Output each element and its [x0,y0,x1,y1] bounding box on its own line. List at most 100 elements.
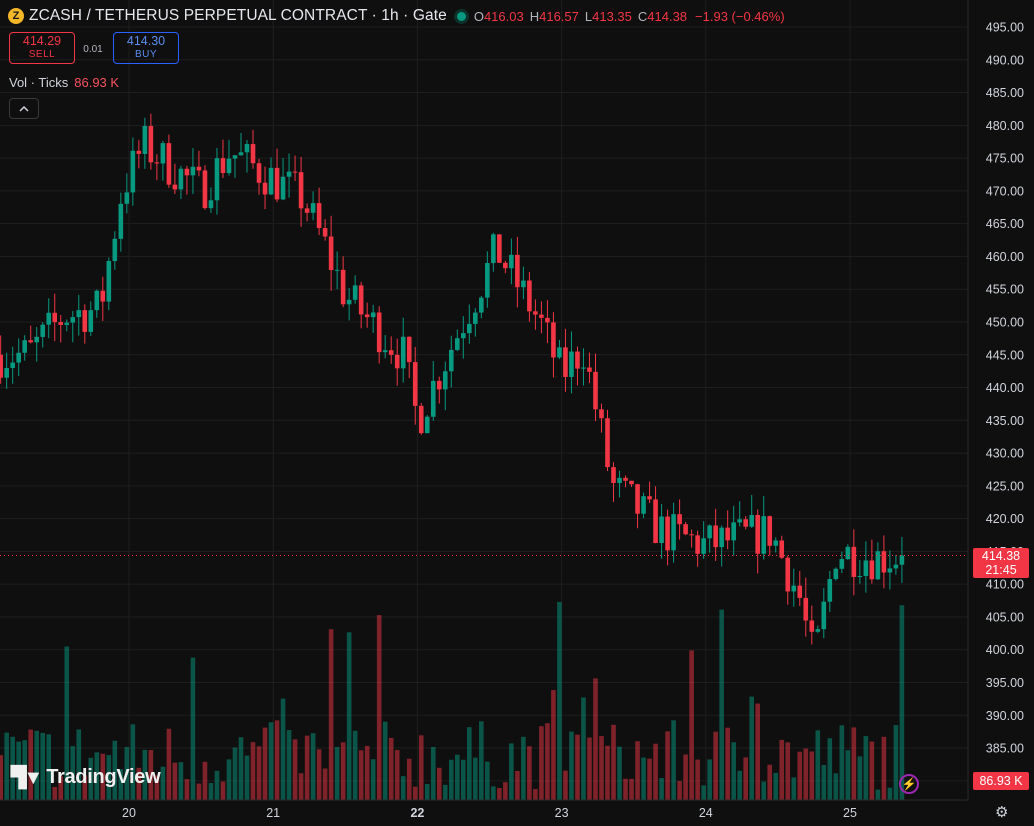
volume-bar [154,775,160,800]
candle-body [196,166,202,171]
candle-body [671,514,676,551]
volume-bar [448,759,454,800]
volume-bar [773,772,779,800]
volume-bar [118,769,124,800]
volume-bar [244,755,250,800]
ohlc-low: L413.35 [584,8,632,24]
volume-bar [671,720,676,800]
volume-bar [310,733,316,800]
candle-body [184,168,190,176]
volume-bar [172,762,178,800]
candle-body [533,311,538,315]
candle-body [515,254,520,288]
candle-body [136,150,142,154]
candle-body [286,171,292,177]
tradingview-logo[interactable]: ▜▼ TradingView [11,765,161,790]
candle-body [629,480,634,485]
candle-body [503,262,508,269]
volume-bar [527,746,532,800]
volume-bar [893,725,899,800]
volume-bar [821,764,827,800]
volume-bar [593,678,598,800]
volume-bar [220,781,226,800]
candle-body [821,601,827,630]
volume-legend[interactable]: Vol · Ticks 86.93 K [9,75,119,90]
candle-body [683,524,688,535]
candle-body [274,167,280,200]
volume-bar [250,742,256,800]
volume-bar [899,605,905,800]
candle-body [749,514,755,527]
time-axis [0,800,1034,826]
candle-body [154,162,160,164]
volume-bar [94,752,100,800]
x-tick-label: 24 [699,806,713,820]
volume-bar [719,609,724,800]
tradingview-logo-text: TradingView [46,766,161,788]
volume-bar [64,646,70,800]
symbol-header: Z ZCASH / TETHERUS PERPETUAL CONTRACT · … [8,6,785,26]
lightning-icon[interactable]: ⚡ [899,774,919,794]
volume-bar [406,758,412,800]
candle-body [46,312,52,325]
volume-bar [148,750,154,800]
volume-bar [268,722,274,800]
volume-bar [166,728,172,800]
y-tick-label: 405.00 [986,610,1024,624]
volume-bar [791,777,797,800]
volume-label: Vol · Ticks [9,75,69,90]
volume-bar [262,727,268,800]
candle-body [130,150,136,193]
candle-body [334,269,340,271]
candle-body [64,322,70,325]
candle-body [16,352,21,363]
candle-body [70,317,76,323]
volume-bar [418,735,424,800]
volume-bar [491,786,496,800]
y-tick-label: 465.00 [986,217,1024,231]
volume-bar [232,747,238,800]
candle-body [178,168,184,190]
volume-bar [749,696,755,800]
volume-bar [274,720,280,800]
buy-button[interactable]: 414.30 BUY [113,32,179,64]
candle-body [617,477,622,484]
volume-bar [839,725,845,800]
volume-bar [256,746,262,800]
symbol-title[interactable]: ZCASH / TETHERUS PERPETUAL CONTRACT · 1h… [29,7,447,24]
sell-button[interactable]: 414.29 SELL [9,32,75,64]
volume-bar [521,736,526,800]
volume-bar [467,727,472,800]
volume-bar [142,749,148,800]
gear-icon[interactable]: ⚙ [995,804,1009,821]
candle-body [0,354,3,378]
candle-body [190,166,196,176]
candle-body [10,362,15,369]
volume-bar [779,739,785,800]
candle-body [641,496,646,514]
collapse-legend-button[interactable] [9,98,39,119]
bar-countdown: 21:45 [985,563,1017,577]
candle-body [839,559,845,569]
volume-bar [352,730,358,800]
candle-body [226,158,232,174]
candle-body [4,368,9,378]
volume-bar [785,742,791,800]
candle-body [88,310,94,332]
candle-body [725,527,730,541]
y-tick-label: 490.00 [986,53,1024,67]
y-tick-label: 390.00 [986,709,1024,723]
volume-bar [815,730,821,800]
volume-bar [208,783,214,800]
candle-body [448,349,454,372]
candle-body [785,557,791,592]
candle-body [803,597,809,621]
volume-bar [424,784,430,800]
candle-body [509,254,514,269]
volume-bar [322,768,328,800]
volume-bar [587,737,592,800]
candle-body [719,527,724,548]
volume-bar [184,779,190,800]
volume-bar [376,615,382,800]
